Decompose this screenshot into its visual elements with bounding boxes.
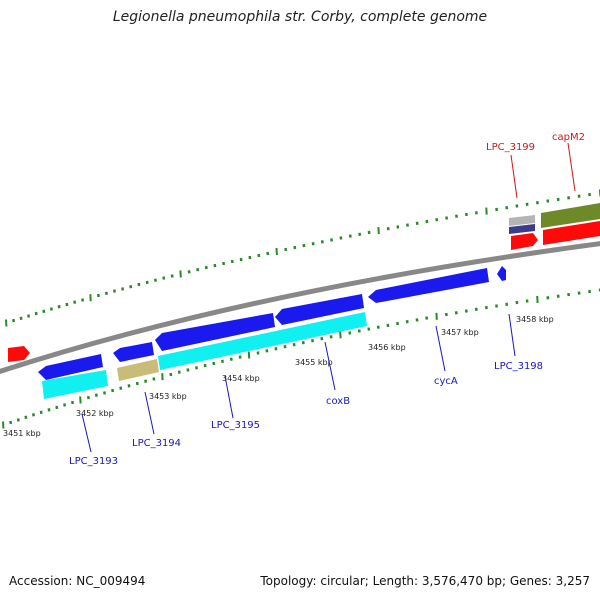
forward-features: [8, 203, 600, 362]
gene-lpc3194-blue[interactable]: [113, 342, 154, 362]
leader-lpc3198: [508, 313, 516, 357]
gene-coxb-blue[interactable]: [275, 294, 364, 325]
gene-cyca-blue[interactable]: [368, 268, 489, 303]
reverse-cyan-features: [42, 312, 367, 399]
genome-stats-label: Topology: circular; Length: 3,576,470 bp…: [260, 574, 590, 588]
gene-lpc3194-khaki[interactable]: [117, 359, 159, 381]
gene-label-lpc3194[interactable]: LPC_3194: [132, 438, 181, 449]
tick-label: 3451 kbp: [3, 429, 41, 438]
gene-lpc3195-cyan[interactable]: [158, 312, 367, 370]
gene-lpc3193-cyan[interactable]: [42, 370, 108, 399]
leader-lpc3199: [510, 154, 518, 199]
gene-label-lpc3198[interactable]: LPC_3198: [494, 361, 543, 372]
gene-label-cyca[interactable]: cycA: [434, 376, 458, 387]
accession-label: Accession: NC_009494: [9, 574, 146, 588]
leader-capm2: [567, 142, 576, 192]
gene-capm2-red[interactable]: [543, 221, 600, 245]
genome-title: Legionella pneumophila str. Corby, compl…: [112, 9, 488, 25]
label-leaders: [81, 142, 576, 453]
gene-label-coxb[interactable]: coxB: [326, 396, 350, 407]
leader-lpc3193: [81, 413, 92, 453]
gene-capm2-olive[interactable]: [541, 203, 600, 228]
leader-cyca: [435, 325, 446, 372]
gene-label-lpc3199[interactable]: LPC_3199: [486, 142, 535, 153]
gene-lpc3195-blue[interactable]: [155, 313, 275, 351]
tick-label: 3455 kbp: [295, 358, 333, 367]
gene-label-lpc3193[interactable]: LPC_3193: [69, 456, 118, 467]
gene-label-capm2[interactable]: capM2: [552, 132, 585, 143]
forward-tick-track: [5, 189, 600, 327]
tick-labels: 3451 kbp 3452 kbp 3453 kbp 3454 kbp 3455…: [3, 315, 554, 438]
leader-lpc3195: [224, 375, 234, 419]
gene-lpc3193-blue[interactable]: [38, 354, 103, 380]
gene-label-lpc3195[interactable]: LPC_3195: [211, 420, 260, 431]
reverse-blue-features: [38, 266, 506, 380]
tick-label: 3458 kbp: [516, 315, 554, 324]
tick-label: 3454 kbp: [222, 374, 260, 383]
genome-backbone: [0, 241, 600, 375]
gene-lpc3199-red[interactable]: [511, 233, 538, 250]
tick-label: 3457 kbp: [441, 328, 479, 337]
gene-lpc3199-navy[interactable]: [509, 224, 535, 234]
tick-label: 3453 kbp: [149, 392, 187, 401]
leader-coxb: [324, 341, 336, 391]
gene-lpc3198-blue[interactable]: [497, 266, 506, 281]
gene-red-small[interactable]: [8, 346, 30, 362]
leader-lpc3194: [144, 391, 155, 435]
gene-lpc3199-gray[interactable]: [509, 215, 535, 226]
reverse-tick-track: [2, 288, 600, 429]
tick-label: 3452 kbp: [76, 409, 114, 418]
gene-labels: LPC_3199 capM2 LPC_3193 LPC_3194 LPC_319…: [69, 132, 585, 467]
tick-label: 3456 kbp: [368, 343, 406, 352]
